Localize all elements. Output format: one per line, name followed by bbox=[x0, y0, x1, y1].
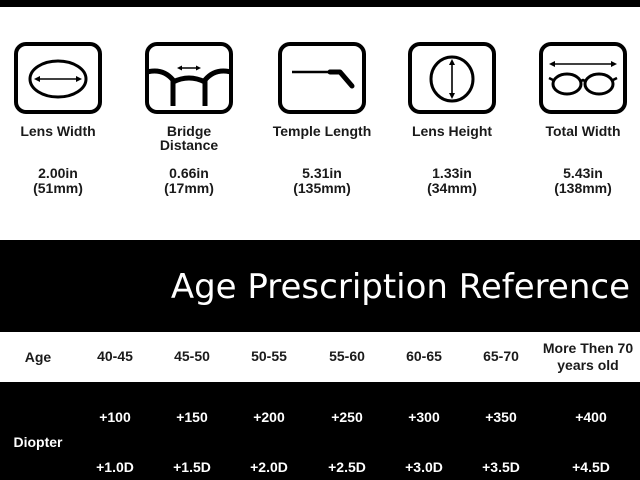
diopter-d-cell: +1.0D bbox=[96, 459, 134, 475]
diopter-d-cell: +2.0D bbox=[250, 459, 288, 475]
age-cell: 60-65 bbox=[406, 348, 442, 364]
temple-length-icon bbox=[278, 42, 366, 114]
diopter-d-cell: +3.5D bbox=[482, 459, 520, 475]
diopter-plus-cell: +350 bbox=[485, 409, 517, 425]
measurement-value-mm: (34mm) bbox=[427, 180, 477, 196]
measurement-value-in: 1.33in bbox=[432, 165, 472, 181]
measurement-label: Lens Width bbox=[20, 123, 96, 139]
measurement-label: Lens Height bbox=[411, 123, 493, 139]
reference-title: Age Prescription Reference bbox=[170, 267, 630, 307]
age-cell: 40-45 bbox=[97, 348, 133, 364]
top-bar bbox=[0, 0, 640, 7]
diopter-plus-cell: +400 bbox=[575, 409, 607, 425]
diopter-plus-cell: +100 bbox=[99, 409, 131, 425]
measurement-value-in: 5.43in bbox=[563, 165, 603, 181]
measurement-value-in: 0.66in bbox=[169, 165, 209, 181]
diopter-d-cell: +4.5D bbox=[572, 459, 610, 475]
age-cell: More Then 70 years old bbox=[542, 340, 634, 373]
measurement-value-mm: (138mm) bbox=[554, 180, 612, 196]
age-label: Age bbox=[24, 349, 52, 365]
measurement-label: Bridge Distance bbox=[159, 123, 219, 153]
lens-height-icon bbox=[408, 42, 496, 114]
measurement-label: Total Width bbox=[545, 123, 621, 139]
diopter-d-cell: +2.5D bbox=[328, 459, 366, 475]
lens-width-icon bbox=[14, 42, 102, 114]
measurement-value-in: 5.31in bbox=[302, 165, 342, 181]
age-cell: 65-70 bbox=[483, 348, 519, 364]
measurement-bridge-distance: Bridge Distance 0.66in (17mm) bbox=[137, 42, 241, 196]
bridge-distance-icon bbox=[145, 42, 233, 114]
diopter-plus-cell: +200 bbox=[253, 409, 285, 425]
diopter-block bbox=[0, 382, 640, 480]
age-row bbox=[0, 332, 640, 382]
diopter-d-cell: +1.5D bbox=[173, 459, 211, 475]
measurement-lens-height: Lens Height 1.33in (34mm) bbox=[400, 42, 504, 196]
diopter-d-cell: +3.0D bbox=[405, 459, 443, 475]
age-cell: 50-55 bbox=[251, 348, 287, 364]
measurement-lens-width: Lens Width 2.00in (51mm) bbox=[6, 42, 110, 196]
measurement-value-mm: (135mm) bbox=[293, 180, 351, 196]
diopter-label: Diopter bbox=[13, 434, 63, 450]
measurement-value-mm: (51mm) bbox=[33, 180, 83, 196]
diopter-plus-cell: +300 bbox=[408, 409, 440, 425]
age-cell: 55-60 bbox=[329, 348, 365, 364]
total-width-icon bbox=[539, 42, 627, 114]
measurement-value-mm: (17mm) bbox=[164, 180, 214, 196]
measurement-total-width: Total Width 5.43in (138mm) bbox=[531, 42, 635, 196]
measurement-label: Temple Length bbox=[272, 123, 372, 139]
diopter-plus-cell: +150 bbox=[176, 409, 208, 425]
reference-banner bbox=[0, 240, 640, 332]
diopter-plus-cell: +250 bbox=[331, 409, 363, 425]
measurement-value-in: 2.00in bbox=[38, 165, 78, 181]
measurement-temple-length: Temple Length 5.31in (135mm) bbox=[270, 42, 374, 196]
age-cell: 45-50 bbox=[174, 348, 210, 364]
